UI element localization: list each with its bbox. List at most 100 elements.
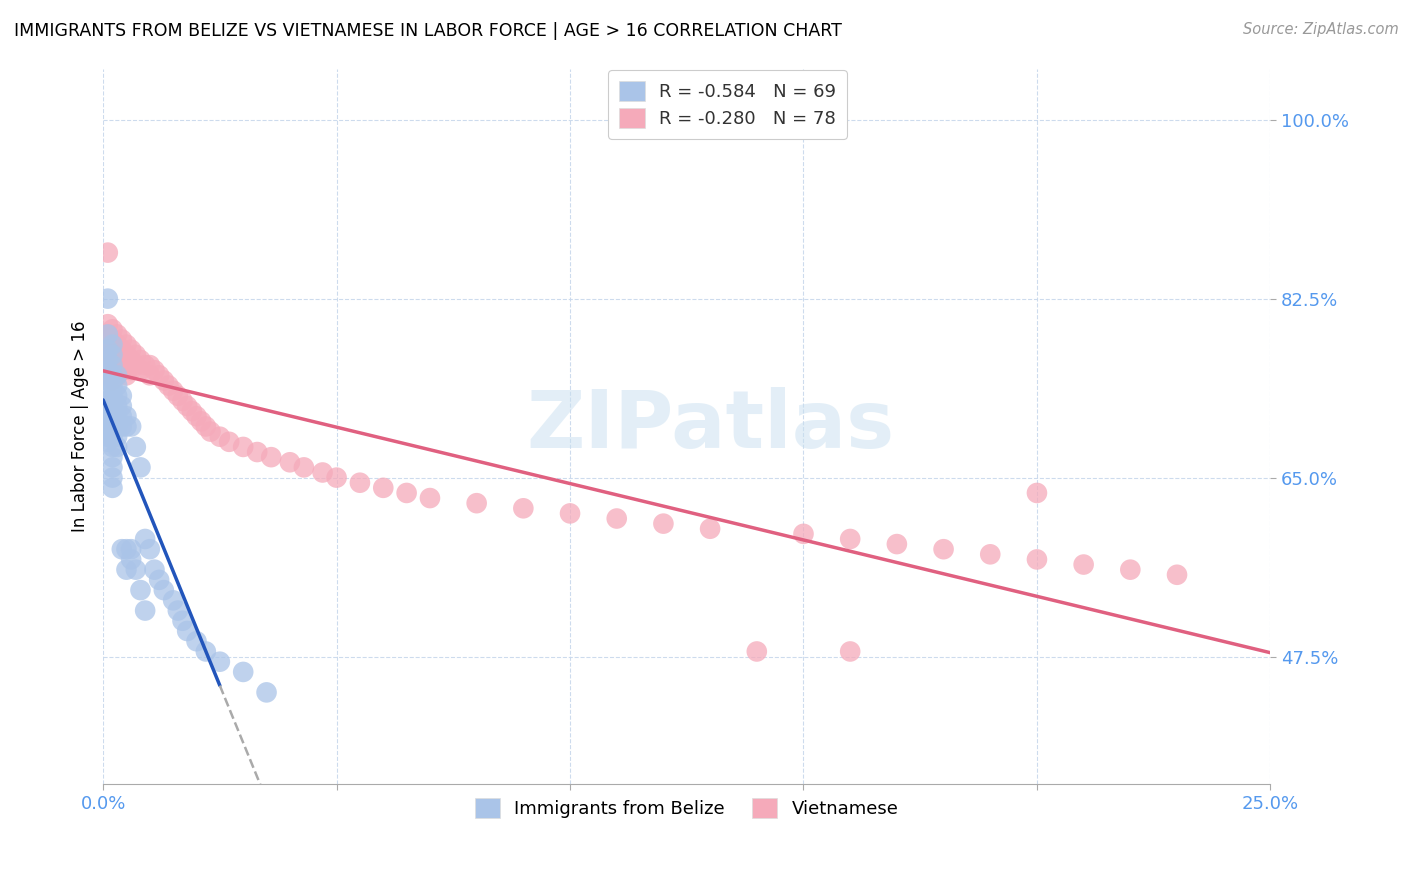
Point [792, 526, 814, 541]
Point [97, 430, 120, 444]
Point [153, 583, 176, 598]
Point [101, 358, 124, 372]
Point [129, 353, 152, 368]
Point [148, 368, 170, 383]
Point [97, 343, 120, 357]
Point [97, 327, 120, 342]
Point [101, 470, 124, 484]
Point [176, 624, 198, 638]
Point [232, 440, 254, 454]
Point [101, 337, 124, 351]
Point [101, 348, 124, 362]
Point [97, 353, 120, 368]
Point [186, 634, 208, 648]
Point [97, 317, 120, 331]
Point [97, 363, 120, 377]
Point [115, 409, 138, 424]
Point [105, 378, 128, 392]
Point [111, 363, 134, 377]
Point [101, 343, 124, 357]
Point [606, 511, 628, 525]
Point [186, 409, 208, 424]
Point [97, 327, 120, 342]
Point [97, 245, 120, 260]
Point [97, 358, 120, 372]
Point [143, 563, 166, 577]
Point [190, 414, 212, 428]
Point [745, 644, 768, 658]
Point [101, 363, 124, 377]
Point [105, 348, 128, 362]
Point [105, 358, 128, 372]
Point [115, 368, 138, 383]
Point [101, 353, 124, 368]
Point [652, 516, 675, 531]
Point [105, 440, 128, 454]
Point [120, 419, 142, 434]
Point [97, 292, 120, 306]
Point [115, 358, 138, 372]
Text: ZIPatlas: ZIPatlas [526, 387, 894, 466]
Point [558, 507, 581, 521]
Point [162, 384, 184, 398]
Point [97, 425, 120, 439]
Point [115, 337, 138, 351]
Point [1026, 552, 1049, 566]
Point [134, 603, 156, 617]
Point [162, 593, 184, 607]
Point [105, 337, 128, 351]
Point [932, 542, 955, 557]
Point [129, 363, 152, 377]
Point [153, 374, 176, 388]
Point [97, 419, 120, 434]
Point [129, 460, 152, 475]
Point [1026, 486, 1049, 500]
Point [101, 481, 124, 495]
Point [105, 409, 128, 424]
Point [101, 322, 124, 336]
Point [101, 374, 124, 388]
Point [134, 358, 156, 372]
Point [166, 389, 188, 403]
Y-axis label: In Labor Force | Age > 16: In Labor Force | Age > 16 [72, 321, 89, 533]
Point [101, 378, 124, 392]
Point [172, 393, 194, 408]
Point [111, 409, 134, 424]
Point [125, 358, 148, 372]
Point [105, 399, 128, 413]
Point [120, 353, 142, 368]
Legend: Immigrants from Belize, Vietnamese: Immigrants from Belize, Vietnamese [468, 791, 905, 825]
Point [97, 343, 120, 357]
Point [278, 455, 301, 469]
Point [120, 363, 142, 377]
Point [256, 685, 278, 699]
Point [292, 460, 315, 475]
Point [839, 532, 862, 546]
Point [101, 450, 124, 465]
Point [139, 542, 162, 557]
Point [101, 368, 124, 383]
Point [111, 419, 134, 434]
Point [218, 434, 240, 449]
Point [101, 440, 124, 454]
Point [111, 389, 134, 403]
Point [120, 552, 142, 566]
Point [101, 419, 124, 434]
Point [111, 353, 134, 368]
Point [129, 583, 152, 598]
Point [97, 414, 120, 428]
Point [194, 419, 217, 434]
Point [979, 547, 1001, 561]
Point [125, 348, 148, 362]
Point [419, 491, 441, 505]
Point [465, 496, 488, 510]
Point [139, 368, 162, 383]
Point [134, 532, 156, 546]
Point [1073, 558, 1095, 572]
Point [1166, 567, 1188, 582]
Point [101, 399, 124, 413]
Point [115, 563, 138, 577]
Point [395, 486, 418, 500]
Point [172, 614, 194, 628]
Point [115, 348, 138, 362]
